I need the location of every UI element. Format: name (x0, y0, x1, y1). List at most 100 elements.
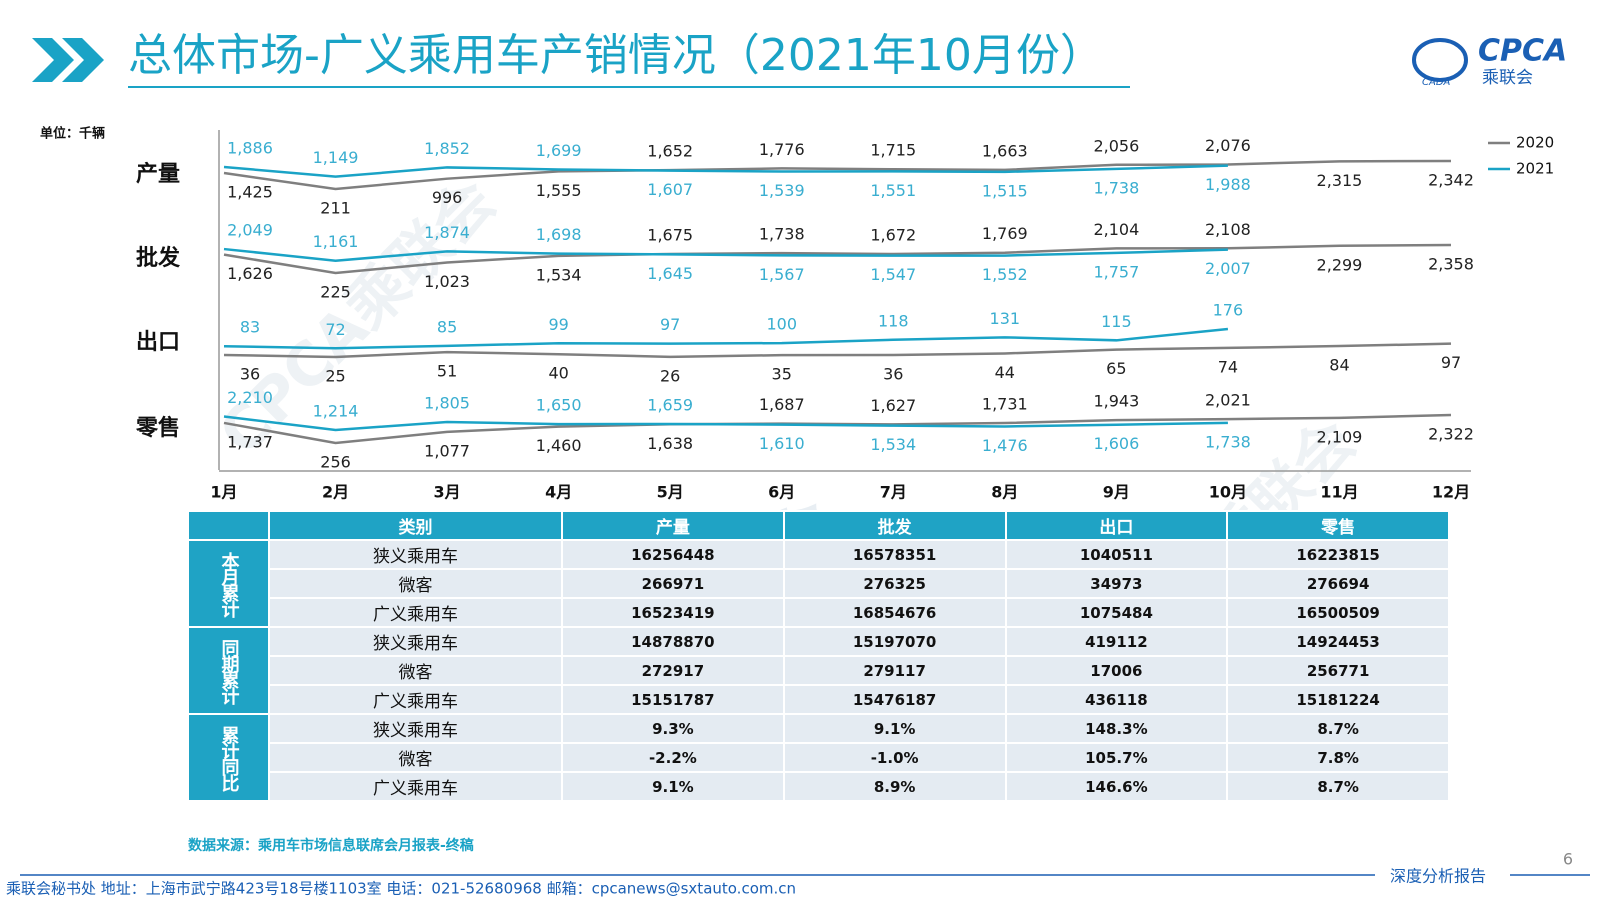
series-line (223, 327, 1229, 350)
data-label: 35 (772, 365, 792, 384)
table-cell: 1040511 (1004, 539, 1229, 570)
table-body: 本月累计 狭义乘用车 16256448 16578351 1040511 16223815… (187, 539, 1450, 802)
data-label: 1,534 (536, 265, 582, 284)
data-table: 类别 产量 批发 出口 零售 本月累计 狭义乘用车 16256448 16578351 1040… (187, 510, 1450, 802)
data-label: 1,715 (870, 141, 916, 160)
table-row: 广义乘用车 16523419 16854676 1075484 16500509 (188, 597, 1450, 628)
data-label: 1,645 (647, 264, 693, 283)
table-cell: 14878870 (561, 626, 785, 657)
logo-sub: 乘联会 (1482, 68, 1533, 88)
table-cell: 8.9% (782, 771, 1007, 802)
data-label: 1,650 (536, 396, 582, 415)
data-label: 1,687 (759, 395, 805, 414)
x-tick-label: 4月 (545, 483, 572, 502)
data-label: 1,886 (227, 138, 273, 157)
series-line (223, 247, 1228, 262)
table-cell: 16523419 (561, 597, 785, 628)
table-cell: 狭义乘用车 (268, 713, 563, 744)
title: 总体市场-广义乘用车产销情况（2021年10月份） (128, 26, 1130, 88)
table-cell: 8.7% (1226, 713, 1450, 744)
data-label: 1,805 (424, 394, 470, 413)
table-row: 广义乘用车 9.1% 8.9% 146.6% 8.7% (188, 771, 1450, 802)
data-label: 1,757 (1093, 262, 1139, 281)
data-label: 1,161 (313, 232, 359, 251)
x-tick-label: 12月 (1432, 483, 1470, 502)
data-label: 1,551 (870, 181, 916, 200)
data-label: 72 (325, 320, 345, 339)
data-label: 1,555 (536, 181, 582, 200)
table-row: 累计同比 狭义乘用车 9.3% 9.1% 148.3% 8.7% (187, 713, 1450, 802)
data-label: 1,988 (1205, 175, 1251, 194)
data-label: 51 (437, 362, 457, 381)
data-label: 2,210 (227, 388, 273, 407)
table-cell: 16256448 (561, 539, 785, 570)
data-label: 1,698 (536, 225, 582, 244)
data-label: 1,606 (1093, 434, 1139, 453)
data-label: 1,626 (227, 264, 273, 283)
data-label: 1,663 (982, 141, 1028, 160)
table-cell: 16854676 (782, 597, 1007, 628)
table-cell: 15197070 (782, 626, 1007, 657)
data-label: 1,425 (227, 183, 273, 202)
series-line (223, 164, 1228, 178)
data-label: 1,776 (759, 140, 805, 159)
data-label: 1,077 (424, 441, 470, 460)
data-label: 211 (320, 199, 351, 218)
group-label: 累计同比 (187, 713, 270, 802)
legend-label: 2021 (1516, 160, 1554, 178)
data-label: 65 (1106, 359, 1126, 378)
x-tick-label: 10月 (1209, 483, 1247, 502)
data-label: 2,076 (1205, 136, 1251, 155)
panel-label: 产量 (136, 162, 180, 187)
data-label: 131 (990, 309, 1021, 328)
x-tick-label: 9月 (1103, 483, 1130, 502)
data-label: 2,108 (1205, 220, 1251, 239)
table-cell: 276325 (782, 568, 1007, 599)
data-label: 1,874 (424, 223, 470, 242)
series-line (223, 159, 1452, 191)
x-tick-label: 7月 (880, 483, 907, 502)
table-row: 广义乘用车 15151787 15476187 436118 15181224 (188, 684, 1450, 715)
table-cell: 146.6% (1004, 771, 1229, 802)
footer-tag: 深度分析报告 (1390, 867, 1486, 886)
data-label: 2,342 (1428, 171, 1474, 190)
table-cell: 8.7% (1226, 771, 1450, 802)
data-label: 1,567 (759, 265, 805, 284)
table-cell: 279117 (782, 655, 1007, 686)
table-cell: 9.1% (782, 713, 1007, 744)
data-label: 1,731 (982, 395, 1028, 414)
table-cell: 105.7% (1004, 742, 1229, 773)
panel-label: 批发 (136, 245, 181, 271)
table-row: 微客 272917 279117 17006 256771 (188, 655, 1450, 686)
table-cell: 276694 (1226, 568, 1450, 599)
table-cell: 微客 (268, 568, 563, 599)
data-label: 83 (240, 318, 260, 337)
chevrons (32, 38, 104, 82)
data-label: 2,109 (1317, 427, 1363, 446)
legend-label: 2020 (1516, 134, 1554, 152)
table-cell: -1.0% (782, 742, 1007, 773)
series-line (223, 415, 1228, 432)
unit: 单位：千辆 (40, 126, 105, 142)
table-header: 类别 产量 批发 出口 零售 (187, 510, 1450, 541)
table-cell: 微客 (268, 742, 563, 773)
data-label: 1,539 (759, 181, 805, 200)
data-label: 1,738 (759, 225, 805, 244)
data-label: 1,515 (982, 181, 1028, 200)
table-row: 微客 -2.2% -1.0% 105.7% 7.8% (188, 742, 1450, 773)
x-tick-label: 3月 (434, 483, 461, 502)
table-cell: 广义乘用车 (268, 684, 563, 715)
header-cell: 批发 (782, 510, 1007, 541)
data-label: 40 (548, 364, 568, 383)
data-label: 84 (1329, 356, 1349, 375)
header-cell: 零售 (1226, 510, 1450, 541)
data-label: 2,021 (1205, 391, 1251, 410)
x-tick-label: 1月 (210, 483, 237, 502)
table-cell: 266971 (561, 568, 785, 599)
data-label: 1,652 (647, 142, 693, 161)
table-cell: 34973 (1004, 568, 1229, 599)
table-cell: 17006 (1004, 655, 1229, 686)
data-label: 118 (878, 311, 909, 330)
data-label: 1,534 (870, 435, 916, 454)
table-cell: 广义乘用车 (268, 771, 563, 802)
